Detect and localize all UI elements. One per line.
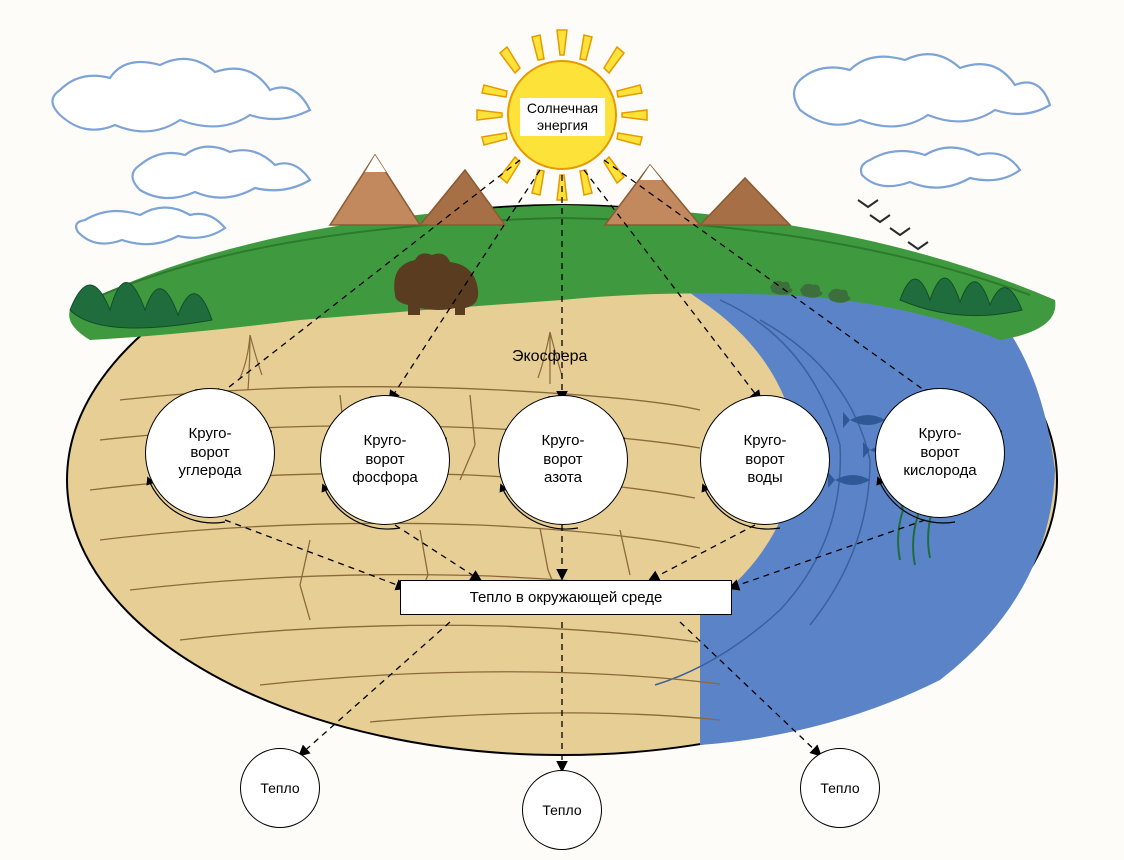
heat-circle-1: Тепло — [240, 748, 320, 828]
ecosphere-label: Экосфера — [512, 348, 587, 366]
sun-label-line1: Солнечная — [527, 100, 598, 116]
cycle-nitrogen: Круго- ворот азота — [498, 395, 628, 525]
clouds-left — [53, 59, 311, 244]
sun-label-line2: энергия — [537, 117, 588, 133]
ecosphere-diagram: Солнечная энергия Экосфера Круго- ворот … — [0, 0, 1124, 860]
cycle-oxygen: Круго- ворот кислорода — [875, 388, 1005, 518]
heat-environment-box: Тепло в окружающей среде — [400, 580, 732, 615]
cycle-carbon: Круго- ворот углерода — [145, 388, 275, 518]
sun-label: Солнечная энергия — [520, 98, 605, 136]
heat-circle-2: Тепло — [522, 770, 602, 850]
heat-circle-3: Тепло — [800, 748, 880, 828]
clouds-right — [794, 54, 1050, 188]
cycle-phosphorus: Круго- ворот фосфора — [320, 395, 450, 525]
cycle-water: Круго- ворот воды — [700, 395, 830, 525]
